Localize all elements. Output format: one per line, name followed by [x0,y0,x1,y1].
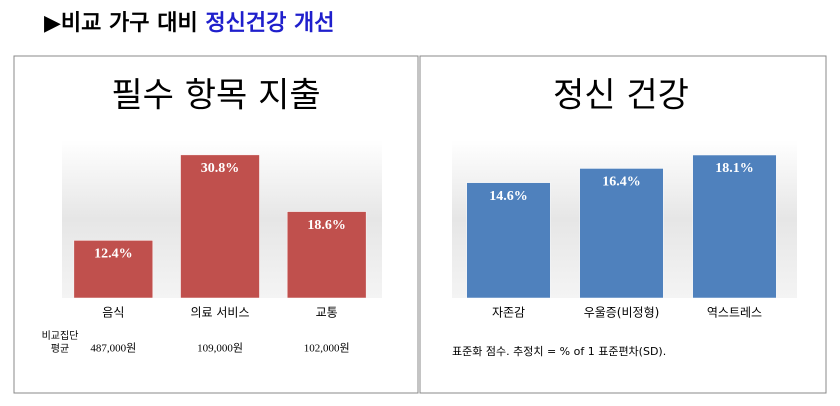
chart-title: 필수 항목 지출 [111,76,320,116]
bar [180,154,260,299]
bar [692,154,777,299]
x-tick-label: 교통 [316,306,338,320]
bar [73,240,154,299]
value-label: 14.6% [489,189,528,204]
value-label: 18.1% [715,161,754,176]
bar [466,182,551,299]
row-value: 102,000원 [304,342,350,355]
bar [579,168,664,299]
bar [286,211,367,299]
page-title: ▶비교 가구 대비 정신건강 개선 [44,11,334,36]
x-tick-label: 우울증(비정형) [584,306,660,320]
x-tick-label: 역스트레스 [707,306,762,320]
row-label: 비교집단 [42,330,79,342]
row-value: 487,000원 [90,342,136,355]
value-label: 30.8% [201,161,240,176]
value-label: 18.6% [307,218,346,233]
chart-title: 정신 건강 [553,76,689,116]
x-tick-label: 자존감 [492,306,525,320]
title-highlight: 정신건강 개선 [205,11,334,36]
note: 표준화 점수. 추정치 = % of 1 표준편차(SD). [452,345,666,358]
value-label: 12.4% [94,247,133,262]
x-tick-label: 의료 서비스 [190,306,249,320]
left-panel [13,55,419,394]
x-tick-label: 음식 [102,306,124,320]
right-panel [419,55,827,394]
row-label: 평균 [51,343,69,355]
value-label: 16.4% [602,175,641,190]
row-value: 109,000원 [197,342,243,355]
title-text: ▶비교 가구 대비 [44,11,198,36]
